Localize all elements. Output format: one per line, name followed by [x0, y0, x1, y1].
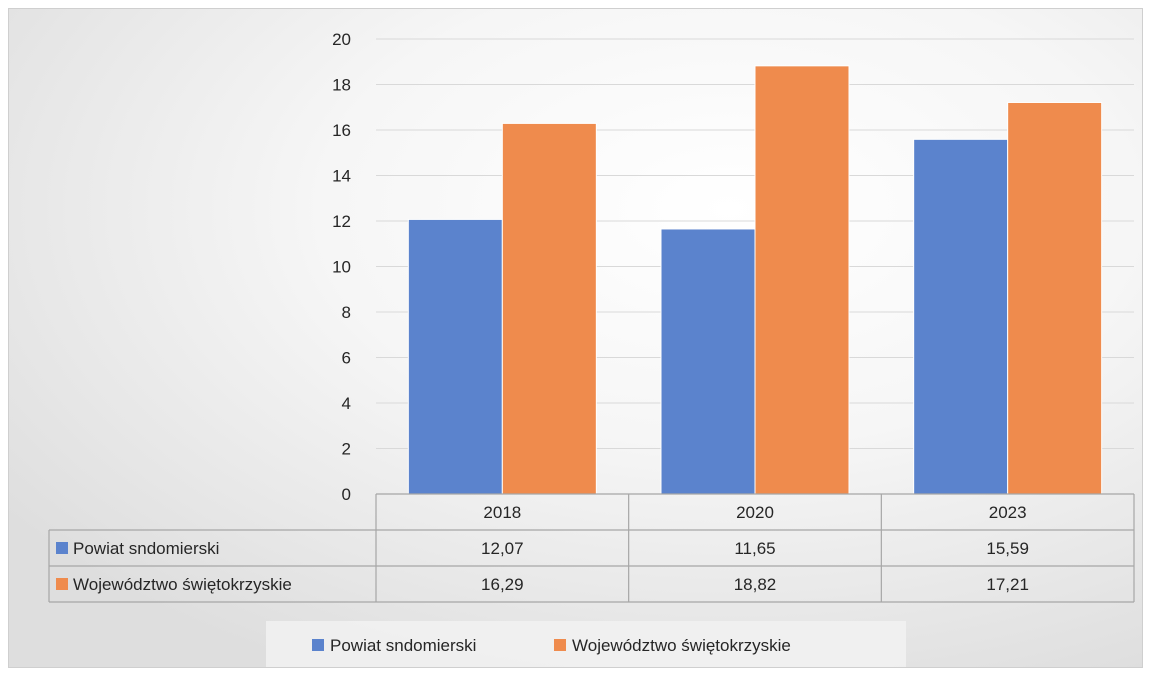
data-label: 15,59 [986, 539, 1029, 558]
y-tick-label: 10 [332, 258, 351, 277]
table-legend-key [56, 578, 68, 590]
y-tick-label: 2 [342, 440, 351, 459]
y-tick-label: 14 [332, 167, 351, 186]
data-table: 2018 2020 2023 Powiat sndomierski 12,07 11,65… [48, 493, 1135, 603]
data-label: 18,82 [734, 575, 777, 594]
legend-key-powiat [312, 639, 324, 651]
y-tick-label: 18 [332, 76, 351, 95]
y-tick-label: 4 [342, 394, 351, 413]
x-tick-label: 2023 [989, 503, 1027, 522]
table-legend-key [56, 542, 68, 554]
table-series-label: Województwo świętokrzyskie [73, 575, 292, 594]
y-tick-label: 12 [332, 212, 351, 231]
bar-chart: 0 2 4 6 8 10 12 14 16 18 20 2018 2020 2023 Powiat snd… [48, 30, 1135, 667]
data-label: 11,65 [734, 539, 775, 558]
legend-key-wojewodztwo [554, 639, 566, 651]
x-tick-label: 2018 [483, 503, 521, 522]
bar-powiat-2018 [407, 218, 503, 495]
chart-area: 0 2 4 6 8 10 12 14 16 18 20 2018 2020 2023 Powiat snd… [8, 8, 1143, 668]
y-tick-label: 6 [342, 349, 351, 368]
y-tick-label: 8 [342, 303, 351, 322]
x-tick-label: 2020 [736, 503, 774, 522]
table-series-label: Powiat sndomierski [73, 539, 219, 558]
bar-powiat-2023 [913, 138, 1009, 495]
legend-label-powiat: Powiat sndomierski [330, 636, 476, 655]
bar-wojewodztwo-2023 [1007, 101, 1103, 495]
bar-wojewodztwo-2020 [754, 65, 850, 495]
bar-powiat-2020 [660, 228, 756, 495]
data-label: 16,29 [481, 575, 524, 594]
y-tick-label: 16 [332, 121, 351, 140]
data-label: 17,21 [986, 575, 1029, 594]
data-label: 12,07 [481, 539, 524, 558]
y-axis-ticks: 0 2 4 6 8 10 12 14 16 18 20 [332, 30, 351, 504]
bar-wojewodztwo-2018 [501, 122, 597, 495]
legend-box [266, 621, 906, 667]
legend: Powiat sndomierski Województwo świętokrzy… [266, 621, 906, 667]
y-tick-label: 20 [332, 30, 351, 49]
y-tick-label: 0 [342, 485, 351, 504]
legend-label-wojewodztwo: Województwo świętokrzyskie [572, 636, 791, 655]
